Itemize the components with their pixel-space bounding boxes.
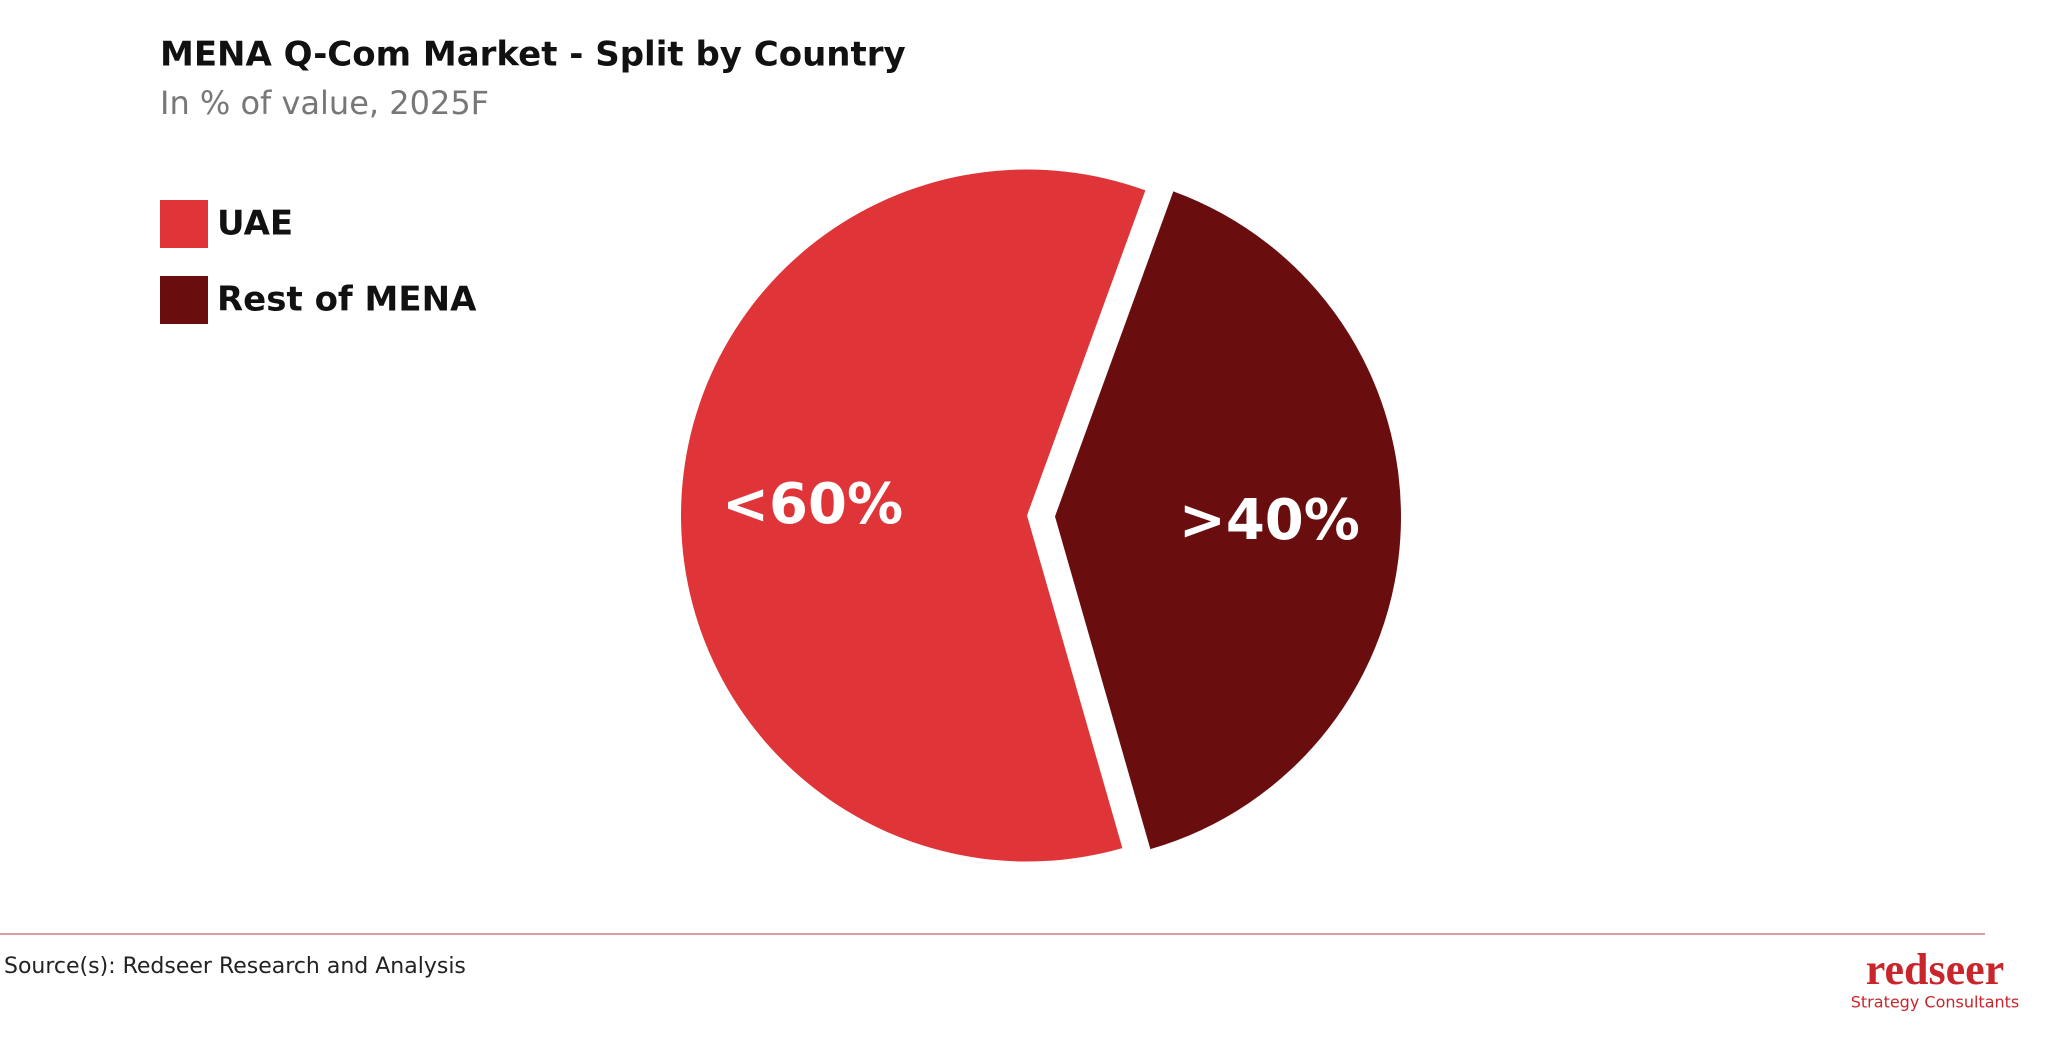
logo-name: redseer xyxy=(1866,945,2004,994)
chart-title: MENA Q-Com Market - Split by Country xyxy=(160,35,906,75)
data-label: <60% xyxy=(722,472,903,537)
logo-tagline: Strategy Consultants xyxy=(1851,993,2020,1012)
chart-subtitle: In % of value, 2025F xyxy=(160,84,489,122)
legend-label: UAE xyxy=(217,204,293,244)
data-label: >40% xyxy=(1179,488,1360,553)
source-note: Source(s): Redseer Research and Analysis xyxy=(4,954,466,979)
legend-swatch xyxy=(160,276,208,324)
legend-label: Rest of MENA xyxy=(217,280,477,320)
pie-slice xyxy=(681,169,1146,862)
legend-swatch xyxy=(160,200,208,248)
pie-slice xyxy=(1054,191,1401,850)
